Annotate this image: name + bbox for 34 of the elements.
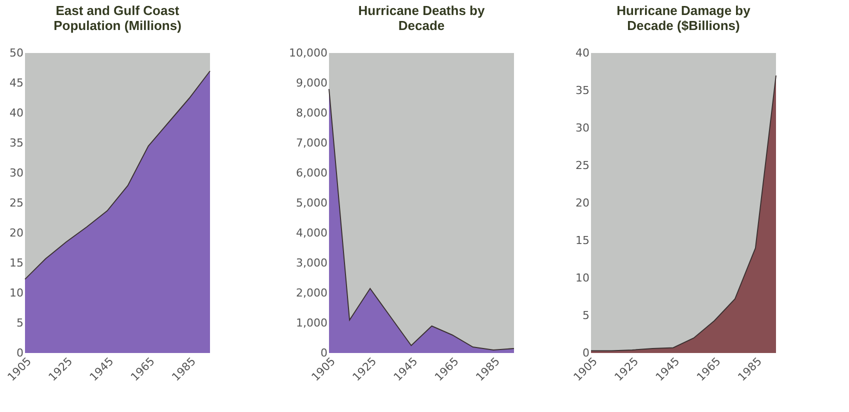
y-tick-label: 50: [10, 46, 24, 60]
y-tick-label: 20: [10, 226, 24, 240]
y-tick-label: 8,000: [296, 106, 328, 120]
y-tick-label: 40: [576, 46, 590, 60]
y-tick-label: 0: [16, 346, 24, 360]
y-tick-label: 9,000: [296, 76, 328, 90]
y-tick-label: 15: [10, 256, 24, 270]
y-tick-label: 5,000: [296, 196, 328, 210]
y-tick-label: 2,000: [296, 286, 328, 300]
chart-title: Hurricane Deaths by Decade: [358, 3, 486, 33]
y-tick-label: 25: [576, 159, 590, 172]
y-tick-label: 25: [10, 196, 24, 210]
y-tick-label: 40: [10, 106, 24, 120]
chart-title: East and Gulf Coast Population (Millions): [54, 3, 182, 33]
y-tick-label: 3,000: [296, 256, 328, 270]
y-tick-label: 35: [10, 136, 24, 150]
y-tick-label: 10: [576, 272, 590, 284]
y-tick-label: 6,000: [296, 166, 328, 180]
y-tick-label: 7,000: [296, 136, 328, 150]
chart-title: Hurricane Damage by Decade ($Billions): [616, 3, 752, 33]
y-tick-label: 30: [576, 122, 590, 134]
y-tick-label: 5: [16, 316, 24, 330]
y-tick-label: 15: [576, 234, 590, 247]
y-tick-label: 10: [10, 286, 24, 300]
y-tick-label: 4,000: [296, 226, 328, 240]
y-tick-label: 1,000: [296, 316, 328, 330]
y-tick-label: 45: [10, 76, 24, 90]
y-tick-label: 5: [582, 309, 590, 322]
y-tick-label: 35: [576, 84, 590, 97]
y-tick-label: 20: [576, 196, 590, 210]
y-tick-label: 0: [320, 346, 328, 360]
y-tick-label: 30: [10, 166, 24, 180]
y-tick-label: 0: [582, 346, 590, 360]
y-tick-label: 10,000: [289, 46, 328, 60]
